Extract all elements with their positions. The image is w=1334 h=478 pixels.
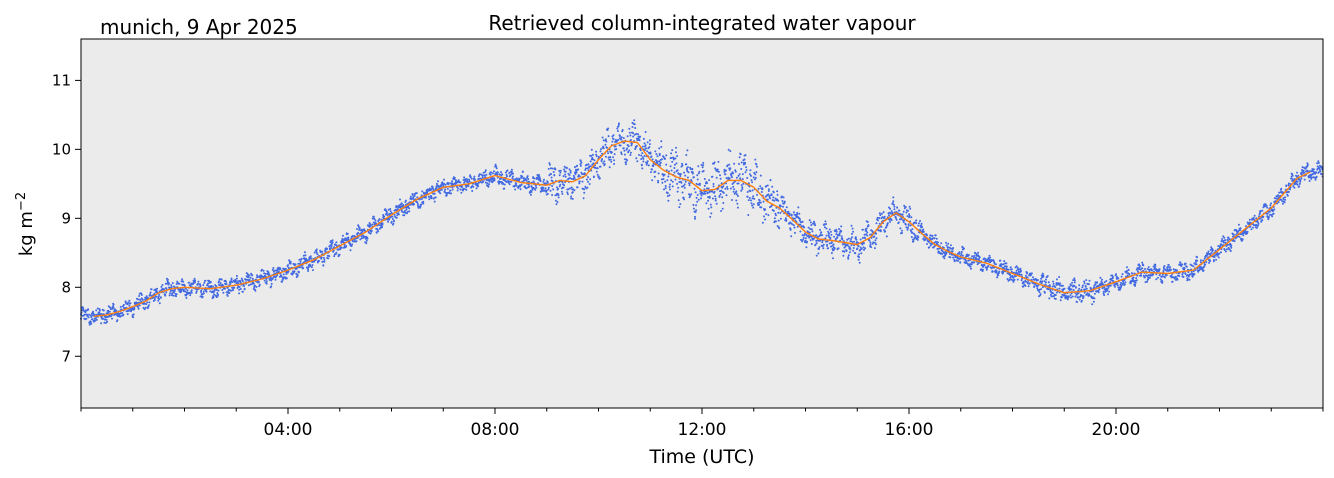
y-tick-label: 9 [61, 209, 71, 227]
x-axis-ticks: 04:00 08:00 12:00 16:00 20:00 [80, 408, 1324, 440]
chart-title: Retrieved column-integrated water vapour [488, 11, 916, 35]
y-axis-ticks: 7 8 9 10 11 [52, 71, 81, 365]
y-tick-label: 11 [52, 71, 71, 89]
y-axis-label-exponent: −2 [14, 192, 29, 211]
location-date-label: munich, 9 Apr 2025 [100, 15, 298, 39]
y-axis-label-unit: kg m [16, 211, 37, 256]
x-tick-label: 16:00 [885, 420, 934, 440]
x-axis-label: Time (UTC) [648, 446, 754, 468]
x-tick-label: 20:00 [1092, 420, 1141, 440]
x-tick-label: 08:00 [471, 420, 520, 440]
y-tick-label: 7 [61, 347, 71, 365]
x-tick-label: 04:00 [264, 420, 313, 440]
y-tick-label: 8 [61, 278, 71, 296]
x-tick-label: 12:00 [678, 420, 727, 440]
smoothed-line-layer [93, 140, 1311, 317]
y-axis-label: kg m−2 [14, 192, 37, 256]
y-tick-label: 10 [52, 140, 71, 158]
plot-background [81, 39, 1323, 408]
smoothed-series-line [93, 140, 1311, 317]
